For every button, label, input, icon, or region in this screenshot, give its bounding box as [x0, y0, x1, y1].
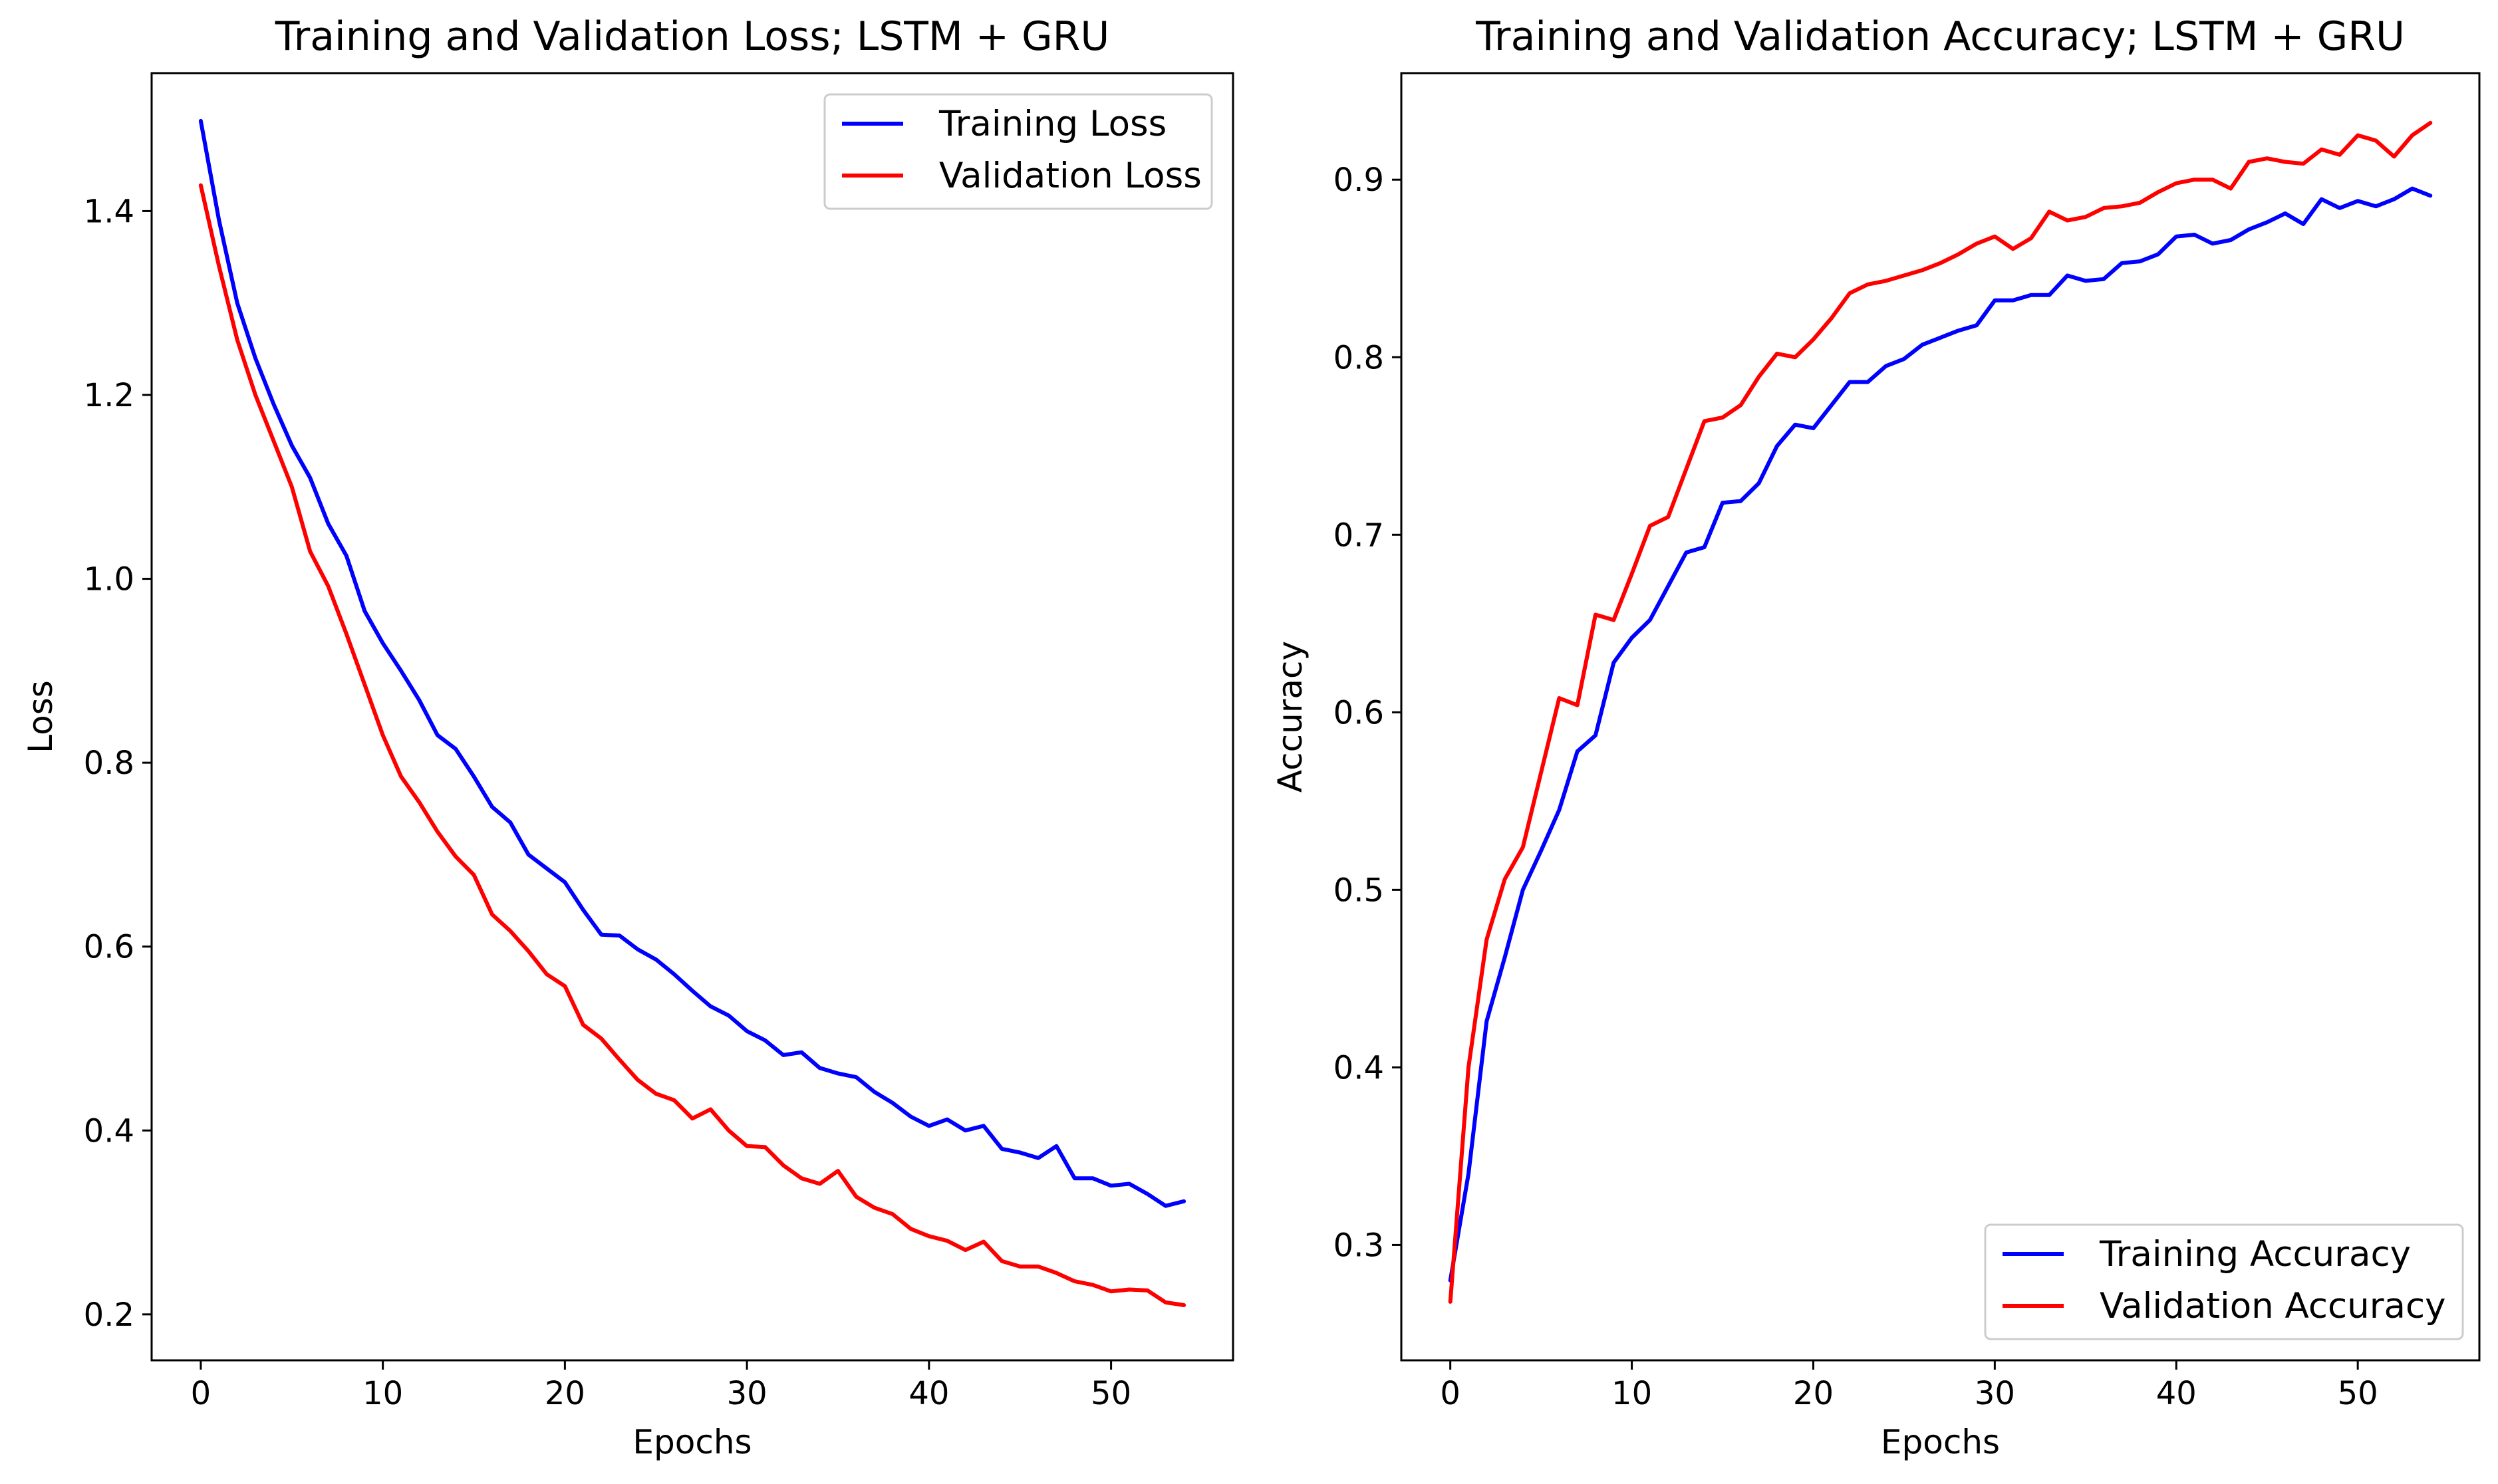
x-tick-label: 20 — [545, 1375, 585, 1412]
x-tick-label: 10 — [362, 1375, 403, 1412]
series-line-validation-accuracy — [1448, 120, 2433, 1304]
plot-area — [198, 118, 1186, 1307]
y-axis-label: Accuracy — [1271, 641, 1310, 793]
series-line-training-accuracy — [1448, 186, 2433, 1283]
legend-box — [823, 93, 1213, 210]
y-tick-label: 0.7 — [1333, 517, 1384, 554]
chart-title: Training and Validation Loss; LSTM + GRU — [275, 13, 1109, 60]
legend-label-validation-loss: Validation Loss — [939, 156, 1202, 196]
legend-label-training-accuracy: Training Accuracy — [2099, 1234, 2411, 1275]
axes-frame — [150, 72, 1234, 1362]
y-tick-label: 1.2 — [84, 377, 134, 414]
x-tick-label: 30 — [727, 1375, 767, 1412]
y-tick-label: 0.8 — [84, 745, 134, 782]
y-tick-label: 0.8 — [1333, 339, 1384, 376]
chart-panel-2: Training and Validation Accuracy; LSTM +… — [1271, 13, 2481, 1461]
x-tick-label: 50 — [1091, 1375, 1131, 1412]
x-tick-label: 40 — [2156, 1375, 2197, 1412]
x-tick-label: 30 — [1975, 1375, 2015, 1412]
y-tick-label: 0.6 — [1333, 694, 1384, 731]
x-tick-label: 40 — [908, 1375, 949, 1412]
chart-panel-1: Training and Validation Loss; LSTM + GRU… — [21, 13, 1234, 1461]
x-tick-label: 0 — [1440, 1375, 1460, 1412]
legend-label-training-loss: Training Loss — [938, 104, 1167, 144]
legend-box — [1984, 1223, 2464, 1340]
x-tick-label: 20 — [1793, 1375, 1834, 1412]
x-tick-label: 10 — [1611, 1375, 1652, 1412]
x-axis-label: Epochs — [632, 1423, 752, 1461]
y-tick-label: 0.2 — [84, 1297, 134, 1334]
y-tick-label: 0.3 — [1333, 1227, 1384, 1264]
x-tick-label: 50 — [2338, 1375, 2378, 1412]
axes-frame — [1400, 72, 2481, 1362]
legend: Training Accuracy Validation Accuracy — [1984, 1223, 2464, 1340]
legend-label-validation-accuracy: Validation Accuracy — [2100, 1286, 2446, 1326]
y-tick-label: 0.6 — [84, 929, 134, 966]
y-tick-label: 0.5 — [1333, 872, 1384, 909]
series-line-validation-loss — [198, 183, 1186, 1307]
x-tick-label: 0 — [191, 1375, 211, 1412]
x-axis-label: Epochs — [1881, 1423, 2000, 1461]
plot-area — [1448, 120, 2433, 1304]
y-tick-label: 1.4 — [84, 193, 134, 230]
y-tick-label: 0.4 — [1333, 1049, 1384, 1086]
legend: Training Loss Validation Loss — [823, 93, 1213, 210]
series-line-training-loss — [198, 118, 1186, 1208]
y-axis-label: Loss — [21, 680, 60, 753]
y-tick-label: 0.9 — [1333, 162, 1384, 199]
y-tick-label: 0.4 — [84, 1112, 134, 1150]
y-tick-label: 1.0 — [84, 561, 134, 598]
chart-title: Training and Validation Accuracy; LSTM +… — [1475, 13, 2405, 60]
